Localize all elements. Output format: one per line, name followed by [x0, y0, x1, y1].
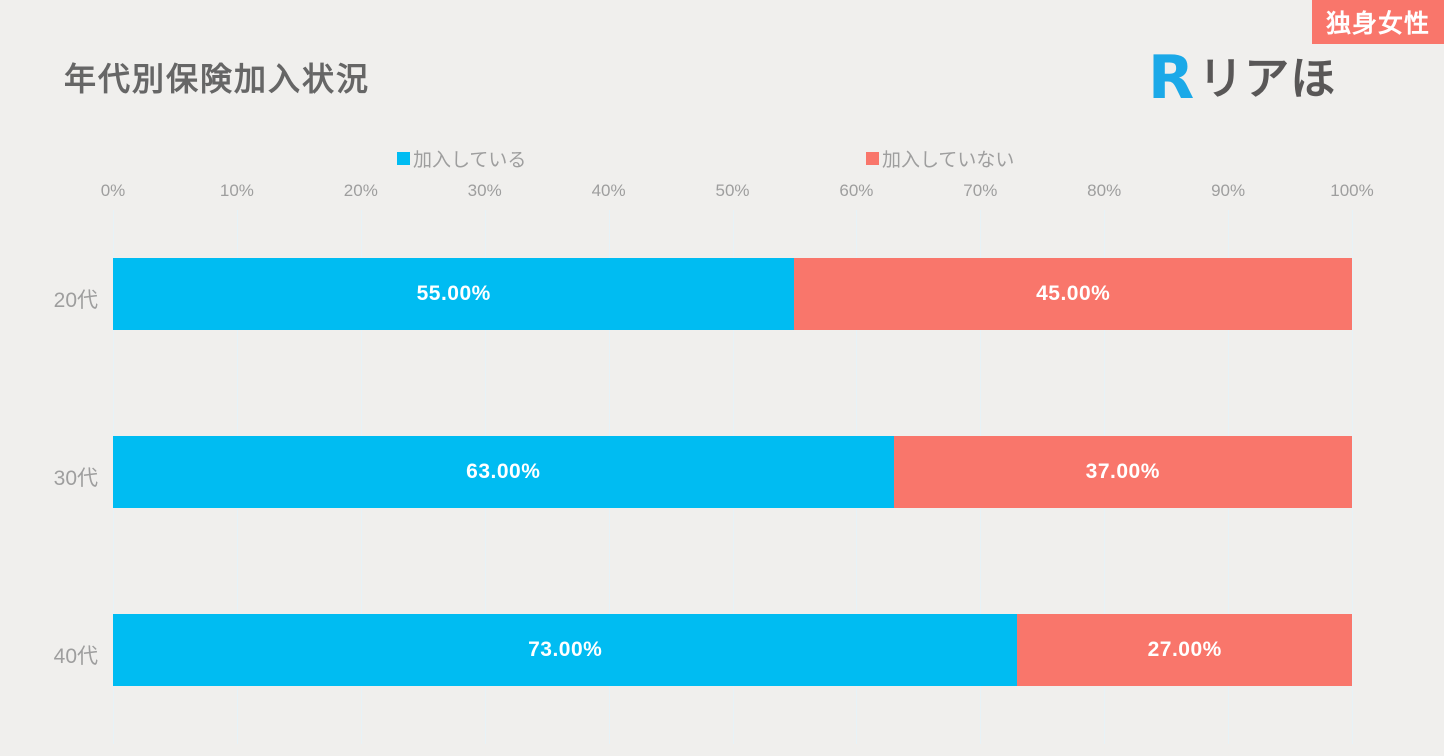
x-axis: 0% 10% 20% 30% 40% 50% 60% 70% 80% 90% 1…	[101, 181, 1374, 201]
x-tick: 0%	[100, 181, 126, 200]
bar-value-label: 45.00%	[1036, 282, 1111, 305]
x-tick: 80%	[1087, 181, 1122, 200]
gridline	[1352, 210, 1353, 744]
legend-label-not-joined: 加入していない	[882, 150, 1015, 171]
x-tick: 20%	[343, 181, 378, 200]
bar-value-label: 63.00%	[466, 460, 541, 483]
x-tick: 10%	[219, 181, 254, 200]
x-tick: 100%	[1330, 181, 1374, 200]
bar-segment-not-joined-20s[interactable]: 45.00%	[794, 258, 1352, 330]
category-label-30s: 30代	[53, 467, 98, 490]
legend-item-not-joined: 加入していない	[866, 145, 1014, 172]
x-tick: 90%	[1211, 181, 1246, 200]
legend-swatch-not-joined-icon	[866, 152, 879, 165]
x-tick: 40%	[591, 181, 626, 200]
x-tick: 50%	[715, 181, 750, 200]
bar-row-40s: 73.00% 27.00%	[113, 614, 1352, 686]
legend-item-joined: 加入している	[397, 145, 526, 172]
bar-segment-joined-40s[interactable]: 73.00%	[113, 614, 1018, 686]
brand-logo: R リアほ	[1148, 48, 1336, 108]
audience-badge: 独身女性	[1311, 0, 1444, 44]
legend-swatch-joined-icon	[397, 152, 410, 165]
bar-segment-not-joined-40s[interactable]: 27.00%	[1017, 614, 1352, 686]
plot-area: 55.00% 45.00% 63.00% 37.00% 73.00% 27.00…	[113, 210, 1353, 744]
brand-logo-text: リアほ	[1198, 52, 1337, 104]
bar-row-20s: 55.00% 45.00%	[113, 258, 1352, 330]
category-label-40s: 40代	[53, 645, 98, 668]
brand-logo-mark-icon: R	[1148, 43, 1195, 113]
bar-segment-not-joined-30s[interactable]: 37.00%	[893, 436, 1352, 508]
bar-segment-joined-30s[interactable]: 63.00%	[113, 436, 894, 508]
bar-row-30s: 63.00% 37.00%	[113, 436, 1352, 508]
bar-value-label: 73.00%	[528, 638, 603, 661]
category-label-20s: 20代	[53, 289, 98, 312]
chart-title: 年代別保険加入状況	[64, 61, 371, 97]
bar-value-label: 37.00%	[1085, 460, 1160, 483]
x-tick: 30%	[467, 181, 502, 200]
x-tick: 70%	[963, 181, 998, 200]
bar-value-label: 27.00%	[1147, 638, 1222, 661]
bar-value-label: 55.00%	[416, 282, 491, 305]
bar-segment-joined-20s[interactable]: 55.00%	[113, 258, 795, 330]
x-tick: 60%	[839, 181, 874, 200]
legend-label-joined: 加入している	[413, 150, 527, 171]
